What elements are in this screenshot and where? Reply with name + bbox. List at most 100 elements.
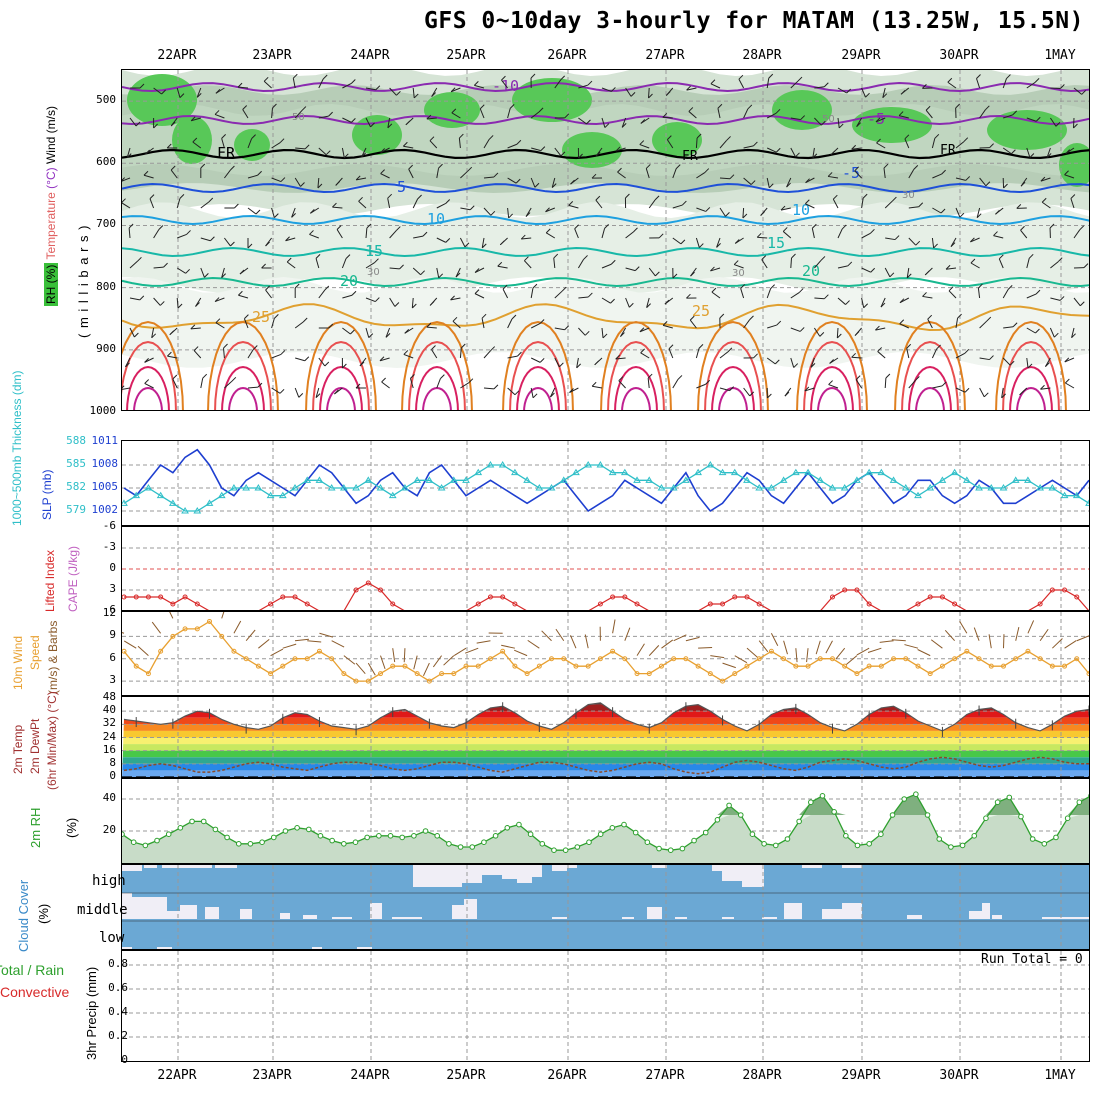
wind-barb-feather: [750, 180, 756, 185]
wind-barb-feather: [710, 266, 715, 272]
wind-barb-feather: [261, 263, 266, 269]
wind-barb-feather: [640, 119, 646, 124]
wind-barb-feather: [875, 325, 880, 331]
wind-barb-feather: [570, 179, 575, 185]
wind-barb: [436, 267, 440, 278]
rh2m-marker: [200, 818, 207, 825]
wind10-barb: [443, 655, 455, 666]
wind-barb-feather: [126, 153, 132, 158]
wind-barb: [149, 198, 155, 209]
wind-barb-feather: [179, 93, 185, 98]
wind-barb-feather: [584, 330, 590, 336]
wind-barb: [554, 327, 565, 331]
thickness-marker: [535, 484, 544, 491]
isotherm-line: [122, 182, 1089, 194]
wind-barb-feather: [574, 224, 580, 230]
wind-barb-feather: [639, 140, 645, 145]
wind-barb-feather: [200, 163, 206, 169]
wind10-barb: [392, 648, 396, 663]
axis-tick-label: 48: [102, 690, 116, 703]
wind-barb-feather: [586, 119, 591, 125]
wind-barb: [740, 288, 745, 299]
wind-barb: [695, 137, 698, 149]
wind-barb-feather: [166, 143, 172, 149]
wind-barb: [153, 266, 164, 269]
thickness-marker: [388, 491, 397, 499]
axis-tick-label: 3: [109, 582, 116, 595]
wind-barb: [507, 143, 518, 149]
wind-barb: [243, 318, 249, 329]
lifted-index-marker: [939, 594, 945, 600]
wind-barb-feather: [727, 347, 733, 353]
wind-barb: [318, 147, 327, 156]
wind-barb-feather: [403, 350, 409, 355]
wind-barb: [645, 168, 650, 179]
wind10-barb: [1027, 620, 1035, 634]
wind-barb-feather: [832, 194, 838, 200]
slp-label: SLP (mb): [40, 469, 54, 520]
isotherm-label: 10: [427, 210, 445, 228]
wind-barb-feather: [770, 284, 775, 289]
isotherm-label: 15: [365, 242, 383, 260]
wind10-speed-marker: [316, 648, 322, 654]
wind10-barb: [722, 662, 736, 669]
cloud-middle-bar: [332, 917, 352, 919]
cloud-middle-bar: [464, 899, 477, 919]
wind-barb-feather: [1057, 257, 1063, 263]
wind-barb-feather: [1064, 170, 1069, 176]
wind-barb-feather: [375, 85, 381, 91]
wind-barb-feather: [280, 350, 286, 355]
wind-barb: [828, 384, 839, 389]
thickness-marker: [987, 484, 996, 491]
wind10-speed-marker: [720, 678, 726, 684]
wind10-barb: [856, 647, 870, 656]
wind-barb-feather: [965, 176, 971, 181]
lifted-index-marker: [866, 601, 872, 607]
lifted-index-marker: [622, 594, 628, 600]
rh2m-marker: [165, 831, 172, 838]
wind-barb: [568, 204, 579, 209]
lifted-index-marker: [744, 594, 750, 600]
wind-barb: [805, 203, 815, 209]
wind-barb: [766, 112, 777, 119]
wind-barb: [497, 265, 508, 269]
wind-barb: [507, 177, 517, 184]
wind-barb: [837, 228, 843, 239]
cape-label: CAPE (J/kg): [66, 545, 80, 612]
wind-barb: [342, 294, 353, 299]
wind-barb-feather: [1001, 393, 1006, 399]
wind-barb: [696, 207, 706, 212]
rh2m-marker: [481, 839, 487, 846]
wind-barb-feather: [1041, 197, 1047, 203]
wind-barb-feather: [668, 344, 674, 350]
wind-barb-feather: [343, 153, 349, 159]
wind-barb: [998, 258, 1004, 269]
rh-moist-patch: [352, 115, 402, 155]
lifted-index-marker: [1049, 587, 1055, 593]
wind10-barb: [988, 634, 992, 649]
wind-barb-feather: [1035, 328, 1040, 334]
cloud-middle-bar: [452, 905, 464, 919]
wind-barb-feather: [545, 207, 550, 213]
wind-barb-feather: [645, 164, 651, 169]
rh2m-marker: [714, 817, 721, 823]
wind-barb-feather: [1035, 116, 1041, 122]
wind-barb-feather: [143, 170, 149, 176]
wind-barb: [196, 87, 202, 98]
wind-barb-feather: [502, 284, 508, 290]
wind-barb-feather: [355, 383, 361, 389]
wind-barb: [615, 147, 626, 152]
wind10-barb: [380, 655, 386, 670]
cloud-middle-bar: [722, 917, 734, 919]
wind-barb: [200, 237, 211, 242]
wind-barb-feather: [1016, 203, 1022, 209]
wind-barb: [908, 206, 919, 209]
precip-panel: [121, 950, 1090, 1062]
rh-contour-label: 30: [367, 267, 380, 278]
wind-barb: [625, 231, 634, 239]
wind-barb: [1050, 297, 1061, 301]
wind-barb-feather: [315, 393, 321, 398]
axis-tick-label: 900: [96, 341, 116, 355]
wind-barb-feather: [128, 223, 134, 229]
wind-barb-feather: [836, 333, 842, 339]
